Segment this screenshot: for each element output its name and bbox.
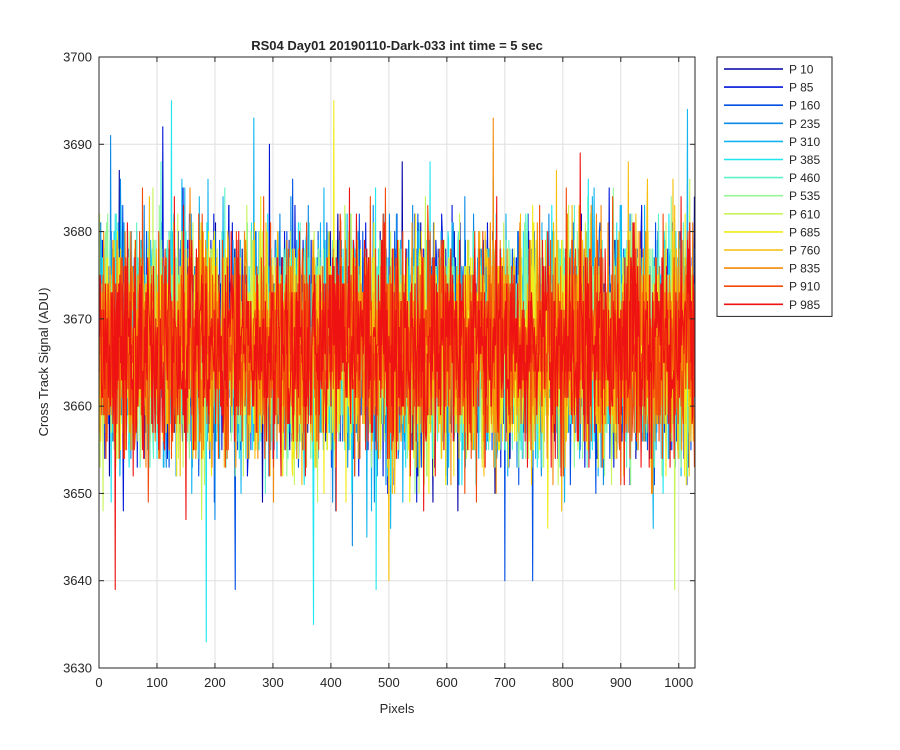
x-tick-label: 400	[320, 675, 342, 690]
series-layer	[98, 100, 695, 643]
y-tick-label: 3630	[63, 661, 92, 676]
legend-label: P 85	[789, 81, 814, 95]
x-tick-label: 300	[262, 675, 284, 690]
x-tick-label: 200	[204, 675, 226, 690]
y-tick-label: 3700	[63, 50, 92, 65]
y-axis-ticks: 3630 3640 3650 3660 3670 3680 3690 3700	[63, 50, 695, 676]
y-tick-label: 3690	[63, 137, 92, 152]
y-tick-label: 3670	[63, 311, 92, 326]
legend-label: P 835	[789, 262, 820, 276]
legend-label: P 760	[789, 244, 820, 258]
legend-label: P 535	[789, 189, 820, 203]
y-tick-label: 3680	[63, 224, 92, 239]
x-tick-label: 800	[552, 675, 574, 690]
y-tick-label: 3660	[63, 399, 92, 414]
y-axis-label: Cross Track Signal (ADU)	[36, 288, 51, 437]
legend-label: P 460	[789, 171, 820, 185]
legend-label: P 235	[789, 117, 820, 131]
legend-label: P 610	[789, 207, 820, 221]
x-tick-label: 0	[95, 675, 102, 690]
x-tick-label: 600	[436, 675, 458, 690]
y-tick-label: 3640	[63, 573, 92, 588]
y-tick-label: 3650	[63, 486, 92, 501]
legend-label: P 160	[789, 99, 820, 113]
x-tick-label: 100	[146, 675, 168, 690]
legend-label: P 685	[789, 225, 820, 239]
chart-title: RS04 Day01 20190110-Dark-033 int time = …	[251, 38, 543, 53]
legend-label: P 985	[789, 298, 820, 312]
legend-label: P 310	[789, 135, 820, 149]
x-axis-ticks: 0 100 200 300 400 500 600 700 800 900 1000	[95, 57, 693, 690]
x-tick-label: 700	[494, 675, 516, 690]
legend-label: P 910	[789, 280, 820, 294]
x-tick-label: 500	[378, 675, 400, 690]
legend-label: P 385	[789, 153, 820, 167]
plot-frame	[98, 56, 696, 669]
x-tick-label: 1000	[664, 675, 693, 690]
x-tick-label: 900	[610, 675, 632, 690]
x-axis-label: Pixels	[380, 701, 415, 716]
legend-box	[716, 56, 833, 317]
plot-area	[98, 56, 696, 669]
series-line-p-985	[99, 152, 695, 590]
legend: P 10 P 85 P 160 P 235 P 310 P 385 P 460 P 535 P …	[716, 56, 833, 317]
legend-label: P 10	[789, 63, 814, 77]
